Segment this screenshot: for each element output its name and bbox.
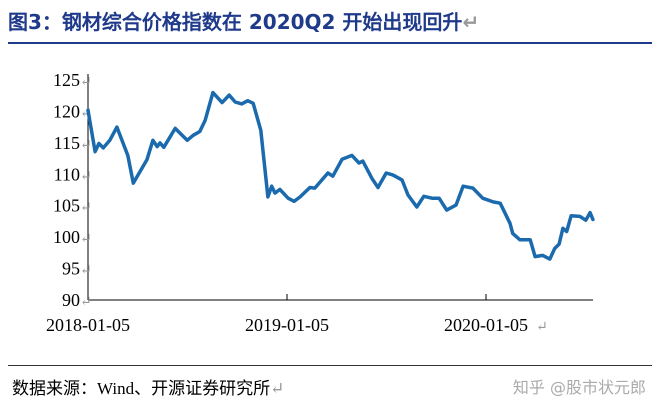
y-tick-label: 115 xyxy=(54,133,80,153)
return-mark: ↵ xyxy=(80,264,92,279)
line-chart: 90 ↵95 ↵100 ↵105 ↵110 ↵115 ↵120 ↵125 ↵2018-01-05… xyxy=(46,70,595,335)
return-mark: ↵ xyxy=(536,320,548,335)
y-tick-label: 125 xyxy=(53,70,80,90)
return-mark: ↵ xyxy=(80,201,92,216)
y-tick-label: 95 xyxy=(62,259,80,279)
x-tick-label: 2020-01-05 xyxy=(444,315,528,335)
series-line xyxy=(86,90,595,261)
footer-divider xyxy=(8,365,652,366)
y-tick-label: 90 xyxy=(62,290,80,310)
source-text: 数据来源：Wind、开源证券研究所 xyxy=(12,379,271,398)
return-mark: ↵ xyxy=(270,379,285,398)
return-mark: ↵ xyxy=(462,10,480,34)
source-note: 数据来源：Wind、开源证券研究所↵ xyxy=(12,374,284,399)
return-mark: ↵ xyxy=(80,295,92,310)
y-tick-label: 120 xyxy=(53,101,80,121)
y-tick-label: 100 xyxy=(53,227,80,247)
return-mark: ↵ xyxy=(80,138,92,153)
title-divider xyxy=(8,42,652,44)
x-tick-label: 2018-01-05 xyxy=(46,315,130,335)
return-mark: ↵ xyxy=(80,75,92,90)
return-mark: ↵ xyxy=(80,169,92,184)
return-mark: ↵ xyxy=(80,106,92,121)
chart-title-text: 图3：钢材综合价格指数在 2020Q2 开始出现回升 xyxy=(8,10,463,34)
x-tick-label: 2019-01-05 xyxy=(245,315,329,335)
chart-title: 图3：钢材综合价格指数在 2020Q2 开始出现回升↵ xyxy=(8,6,479,35)
y-tick-label: 105 xyxy=(53,196,80,216)
watermark: 知乎 @股市状元郎 xyxy=(512,378,646,397)
return-mark: ↵ xyxy=(80,232,92,247)
y-tick-label: 110 xyxy=(54,164,80,184)
